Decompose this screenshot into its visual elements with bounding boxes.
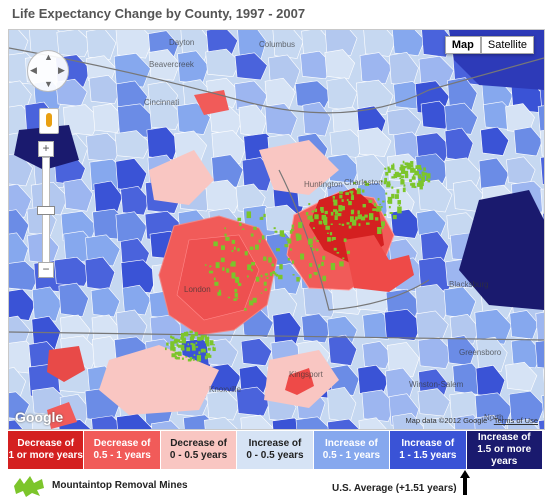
place-label: North	[484, 413, 504, 422]
map-attribution: Map data ©2012 Google - Terms of Use	[405, 416, 538, 425]
terms-of-use-link[interactable]: Terms of Use	[493, 416, 538, 425]
mines-legend-label: Mountaintop Removal Mines	[52, 480, 188, 491]
place-label: London	[184, 285, 211, 294]
legend-cell: Decrease of 0 - 0.5 years	[160, 431, 238, 469]
us-average-arrow-icon	[460, 470, 470, 478]
satellite-button[interactable]: Satellite	[480, 36, 534, 54]
place-label: Beavercreek	[149, 60, 194, 69]
legend-cell: Increase of 0 - 0.5 years	[237, 431, 314, 469]
zoom-slider-handle[interactable]	[37, 206, 55, 215]
place-label: Dayton	[169, 38, 195, 47]
pan-down-icon[interactable]: ▼	[44, 79, 53, 89]
zoom-out-button[interactable]: −	[38, 262, 54, 278]
place-label: Blacksburg	[449, 280, 489, 289]
us-average-arrow-stem	[463, 477, 467, 495]
legend-cell: Decrease of 0.5 - 1 years	[84, 431, 161, 469]
google-logo[interactable]: Google	[15, 409, 64, 425]
place-label: Kingsport	[289, 370, 323, 379]
copyright-text: Map data ©2012 Google -	[405, 416, 494, 425]
place-label: Charleston	[344, 178, 383, 187]
place-label: Huntington	[304, 180, 343, 189]
place-label: Greensboro	[459, 348, 502, 357]
map-button[interactable]: Map	[444, 36, 481, 54]
mines-swatch-icon	[14, 476, 44, 497]
map-title: Life Expectancy Change by County, 1997 -…	[12, 6, 306, 21]
legend-cell: Increase of 1 - 1.5 years	[390, 431, 467, 469]
pan-right-icon[interactable]: ▶	[58, 65, 65, 75]
us-average-label: U.S. Average (+1.51 years)	[332, 483, 457, 494]
place-label: Knoxville	[209, 385, 242, 394]
legend: Decrease of 1 or more years Decrease of 0.5…	[8, 431, 543, 469]
pegman-icon[interactable]	[39, 108, 59, 134]
place-label: Columbus	[259, 40, 296, 49]
pan-up-icon[interactable]: ▲	[44, 52, 53, 62]
legend-cell: Increase of 0.5 - 1 years	[313, 431, 391, 469]
legend-cell: Decrease of 1 or more years	[8, 431, 85, 469]
mountaintop-mines-layer	[165, 160, 431, 362]
zoom-in-button[interactable]: +	[38, 141, 54, 157]
place-label: Cincinnati	[144, 98, 180, 107]
pan-control[interactable]: ▲ ▼ ◀ ▶	[27, 50, 69, 92]
choropleth-map[interactable]: Map Satellite ▲ ▼ ◀ ▶ + − Google Map dat…	[8, 29, 545, 430]
place-label: Winston-Salem	[409, 380, 464, 389]
pan-left-icon[interactable]: ◀	[30, 65, 37, 75]
legend-cell: Increase of 1.5 or more years	[466, 431, 543, 469]
map-type-control: Map Satellite	[444, 36, 534, 54]
county-layer	[9, 30, 544, 429]
